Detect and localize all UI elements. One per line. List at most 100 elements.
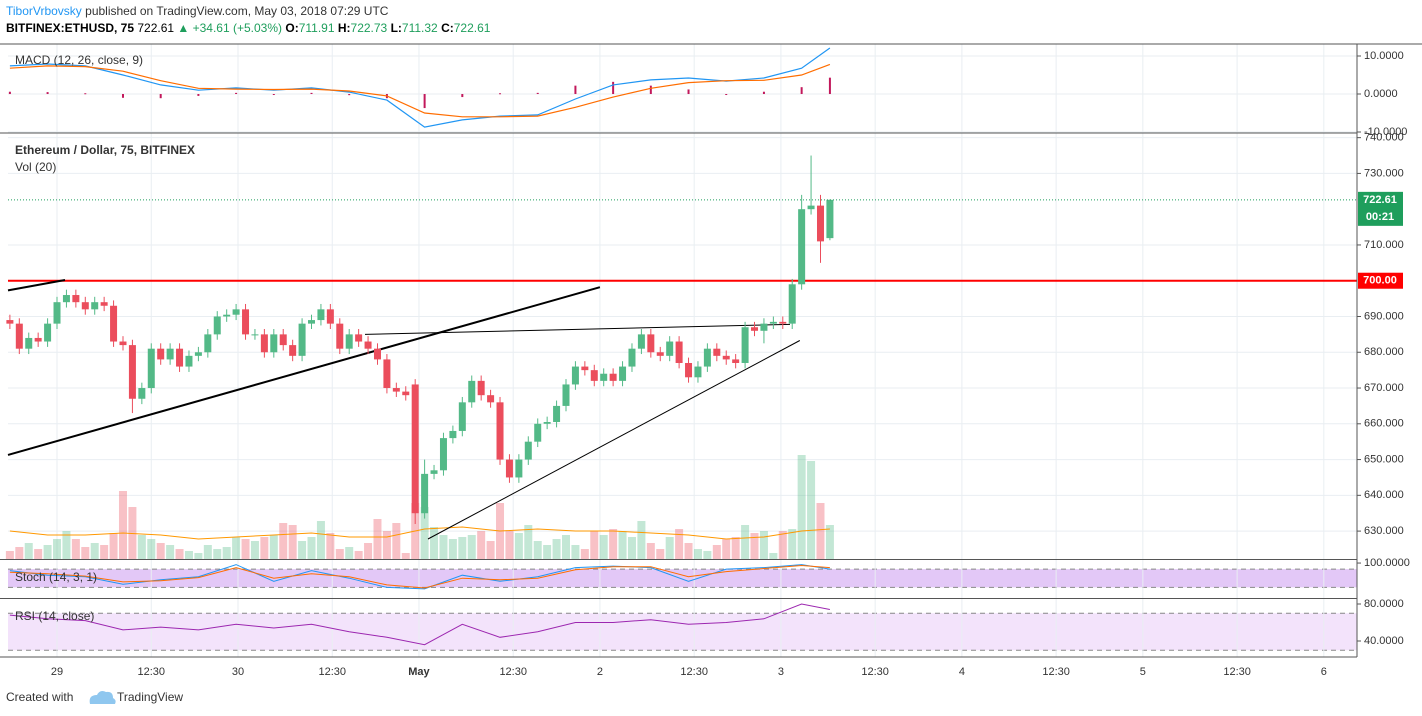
histogram-bar [310,92,313,95]
volume-bar [147,539,156,559]
volume-bar [637,521,646,559]
histogram-bar [649,85,652,95]
candle-body [383,359,391,389]
symbol: BITFINEX:ETHUSD, 75 [6,21,134,35]
histogram-bar [800,87,803,95]
volume-bar [571,545,580,559]
candle-body [147,348,155,389]
volume-bar [825,525,834,559]
x-tick-label: 3 [778,666,784,678]
y-tick-label: 690.000 [1364,310,1404,322]
volume-bar [53,539,62,559]
y-tick-label: 650.000 [1364,453,1404,465]
y-tick-label: 100.0000 [1364,557,1410,569]
stoch-d [9,564,830,589]
y-tick-label: 40.0000 [1364,635,1404,647]
volume-bar [430,527,439,559]
volume-bar [524,525,533,559]
volume-ma [9,526,830,540]
band [8,569,1357,588]
ohlc-label: O: [285,21,298,35]
candle-body [477,380,485,396]
histogram-bar [574,85,577,95]
candle-body [694,366,702,378]
volume-bar [609,529,618,559]
y-tick-label: 680.000 [1364,346,1404,358]
candle-body [72,295,80,303]
candle-body [392,388,400,392]
candle-body [242,309,250,335]
histogram-bar [46,92,49,95]
y-tick-label: 670.000 [1364,382,1404,394]
countdown: 00:21 [1366,211,1394,223]
volume-bar [788,529,797,559]
volume-bar [326,533,335,559]
x-tick-label: 2 [597,666,603,678]
candle-body [119,341,127,346]
histogram-bar [84,93,87,95]
volume-bar [816,503,825,559]
candle-body [279,334,287,346]
ohlc-value: 711.32 [402,21,438,35]
histogram-bar [762,91,765,95]
candle-body [722,355,730,360]
candle-body [703,348,711,367]
footer-brand[interactable]: TradingView [117,690,183,704]
pane-label: Stoch (14, 3, 1) [15,570,97,584]
symbol-line: BITFINEX:ETHUSD, 75 722.61 ▲ +34.61 (+5.… [6,21,491,35]
volume-bar [100,545,109,559]
candle-body [468,380,476,403]
y-tick-label: 630.000 [1364,525,1404,537]
candle-body [675,341,683,363]
candle-body [439,438,447,471]
histogram-bar [828,77,831,95]
candle-body [760,323,768,331]
volume-bar [184,551,193,559]
histogram-bar [8,91,11,95]
published: published on TradingView.com, May 03, 20… [85,4,389,18]
candle-body [524,441,532,460]
volume-bar [250,541,259,559]
histogram-bar [197,94,200,96]
candle-body [732,359,740,363]
candle-body [411,384,419,514]
candle-body [223,314,231,317]
volume-bar [741,525,750,559]
volume-bar [580,549,589,559]
x-tick-label: 12:30 [861,666,889,678]
candle-body [260,334,268,353]
candle-body [553,405,561,423]
volume-bar [703,551,712,559]
candle-body [826,199,834,239]
x-tick-label: May [408,666,430,678]
pane-label: Vol (20) [15,160,56,174]
candle-body [270,334,278,353]
y-tick-label: 80.0000 [1364,598,1404,610]
volume-bar [232,537,241,559]
ohlc-value: 722.73 [351,21,388,35]
candle-body [487,395,495,403]
trendline [427,340,801,540]
histogram-bar [235,92,238,95]
header-line: TiborVrbovsky published on TradingView.c… [6,4,389,18]
volume-bar [109,533,118,559]
candle-body [430,470,438,474]
volume-bar [354,551,363,559]
candle-body [53,302,61,324]
logo[interactable] [89,691,116,704]
signal-line [9,63,831,118]
x-tick-label: 4 [959,666,965,678]
candle-body [562,384,570,406]
candle-body [298,323,306,356]
y-tick-label: 740.000 [1364,132,1404,144]
volume-bar [222,547,231,559]
y-tick-label: 710.000 [1364,239,1404,251]
volume-bar [392,523,401,559]
author[interactable]: TiborVrbovsky [6,4,82,18]
candle-body [807,205,815,210]
footer-created: Created with [6,690,73,704]
candle-body [543,422,551,424]
candle-body [308,320,316,324]
volume-bar [599,535,608,559]
